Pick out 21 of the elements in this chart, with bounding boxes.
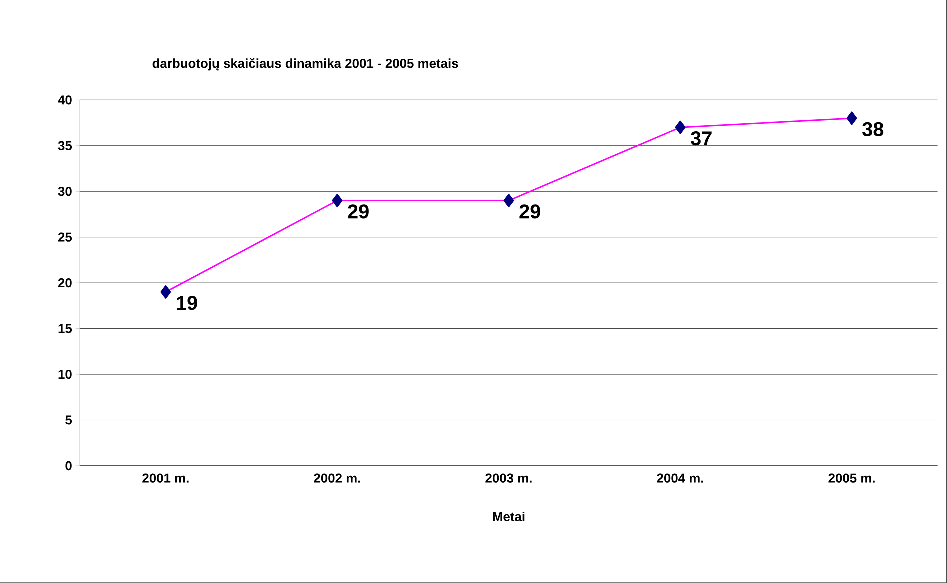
data-label: 38 [862,122,884,136]
x-tick-label: 2005 m. [828,474,875,483]
y-tick-label: 20 [58,278,72,288]
y-tick-label: 30 [58,186,72,196]
data-label: 19 [177,296,198,310]
x-tick-label: 2002 m. [314,474,360,483]
data-label: 29 [348,204,369,219]
data-label: 37 [691,131,712,146]
y-tick-label: 10 [58,370,72,380]
y-tick-label: 15 [58,324,72,334]
y-tick-label: 5 [66,416,72,425]
x-tick-label: 2001 m. [142,474,189,483]
chart-title: darbuotojų skaičiaus dinamika 2001 - 2005 metais [152,58,458,71]
data-label: 29 [520,204,540,219]
x-tick-label: 2004 m. [657,474,704,483]
x-tick-label: 2003 m. [486,474,532,483]
y-tick-label: 25 [58,232,72,242]
y-tick-label: 40 [58,96,72,105]
x-axis-title: Metai [493,512,525,522]
y-tick-label: 0 [66,461,72,471]
y-tick-label: 35 [58,141,72,150]
